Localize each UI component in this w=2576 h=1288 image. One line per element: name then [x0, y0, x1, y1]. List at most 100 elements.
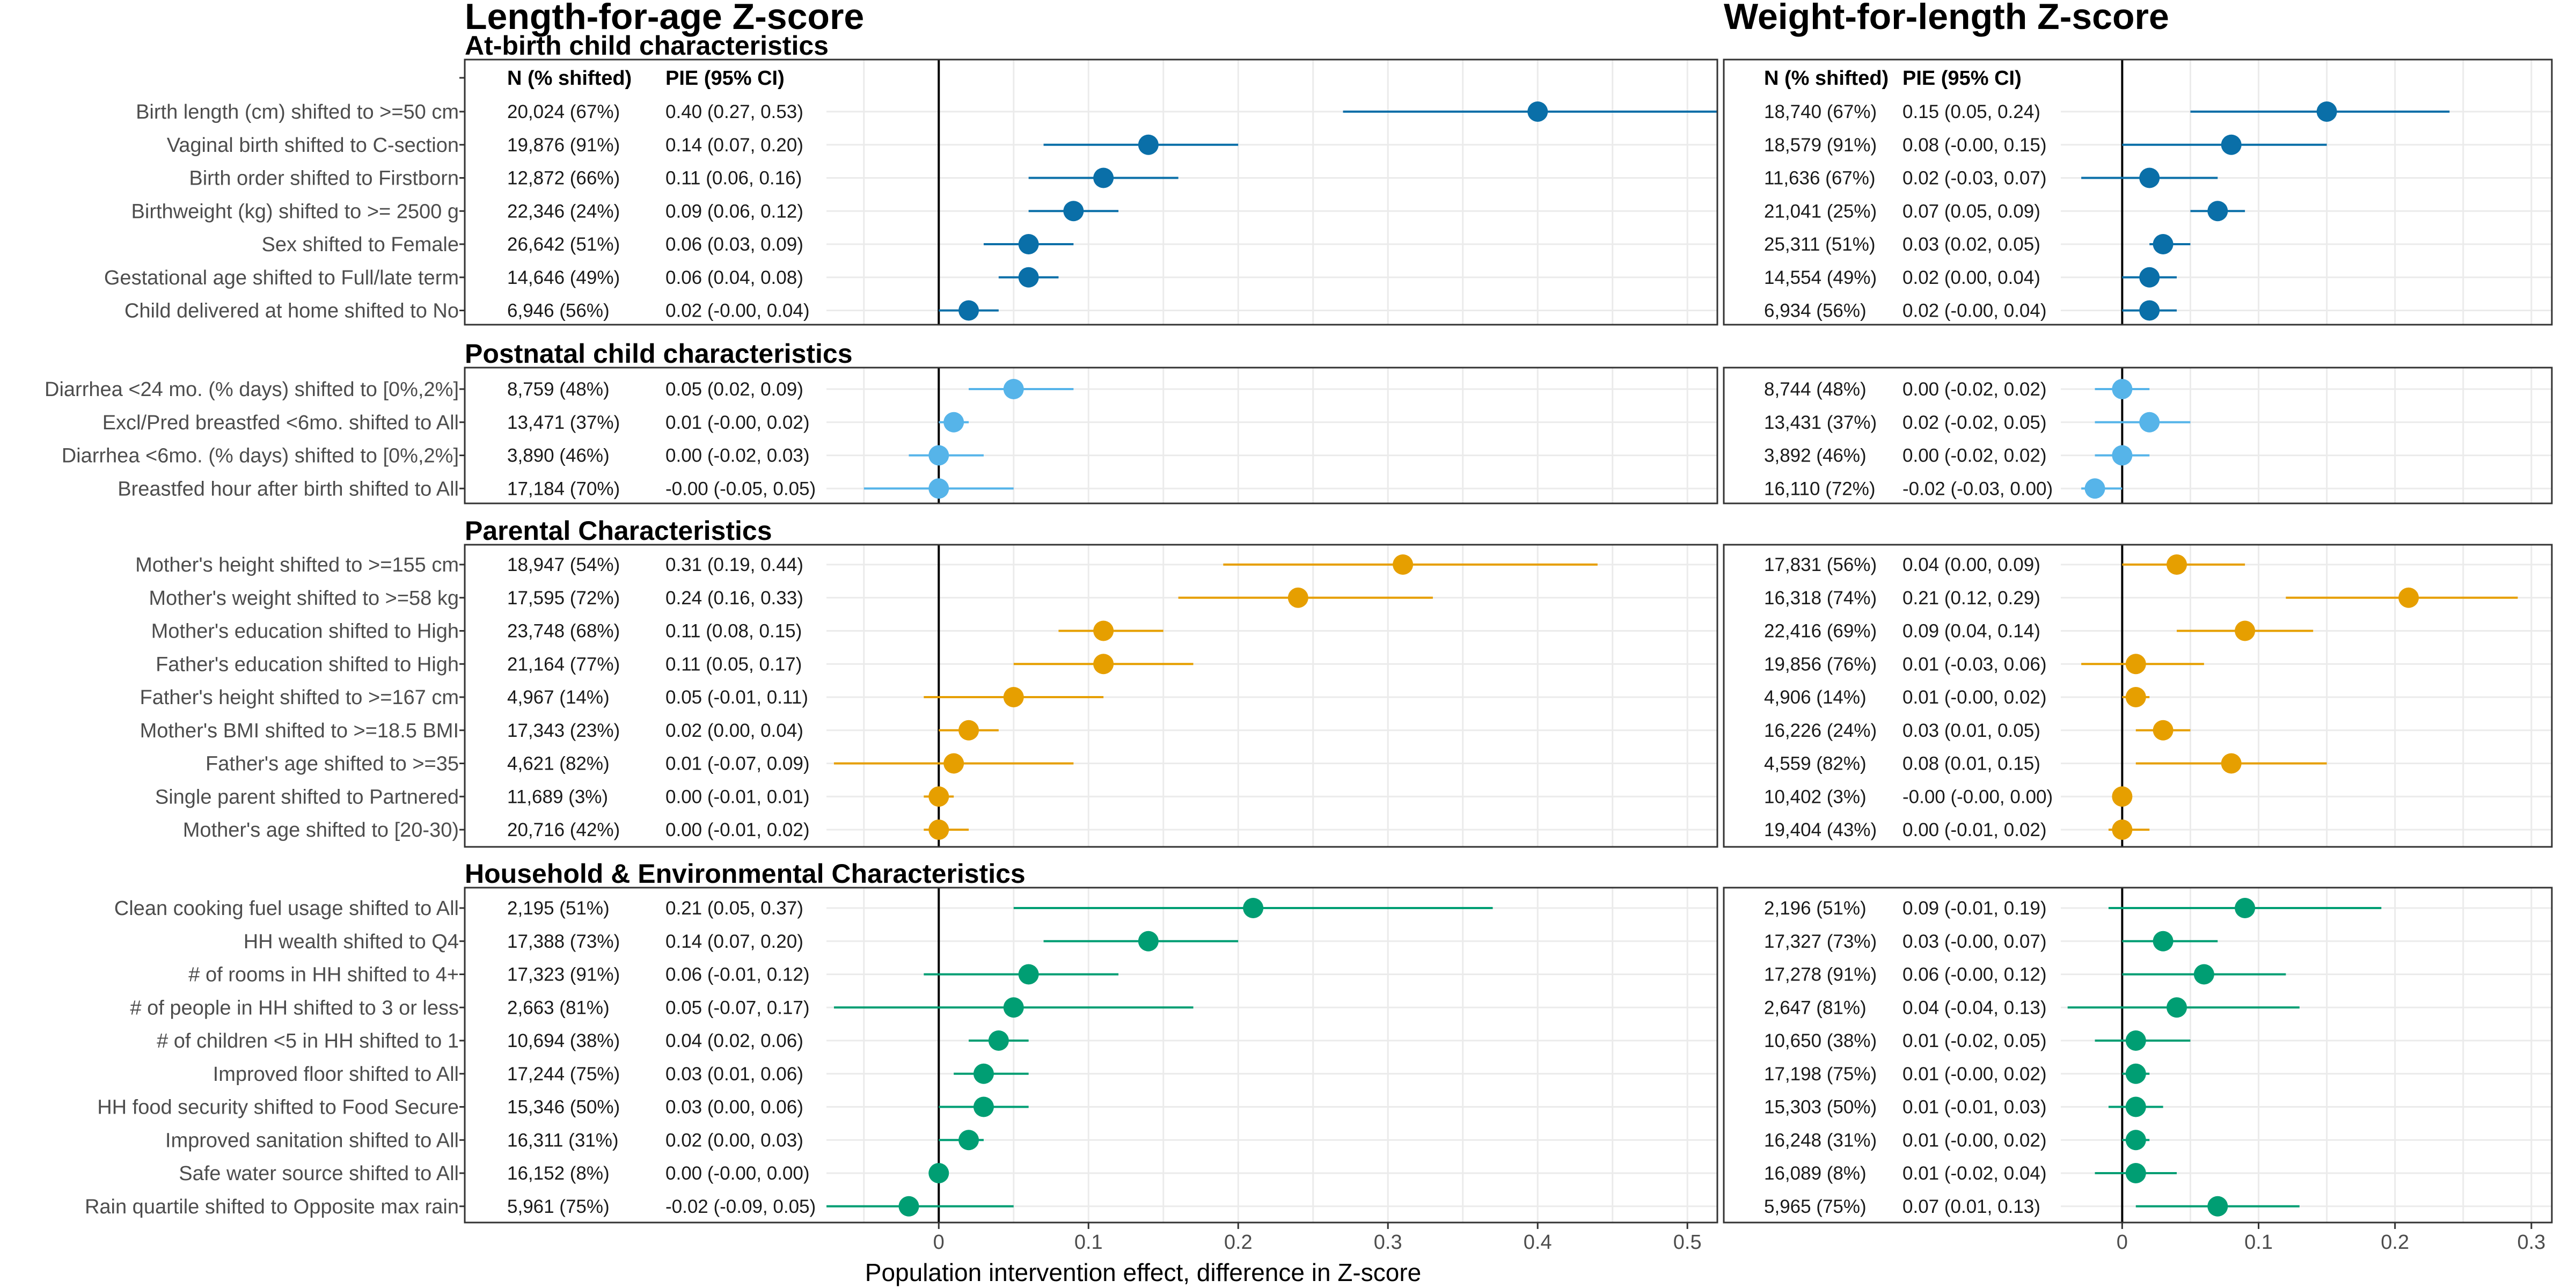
- row-label: Gestational age shifted to Full/late ter…: [104, 267, 459, 289]
- pie-value: 0.21 (0.05, 0.37): [665, 898, 803, 919]
- n-shifted-value: 19,404 (43%): [1764, 819, 1877, 840]
- n-shifted-value: 2,663 (81%): [507, 997, 610, 1018]
- point-estimate: [1018, 964, 1039, 985]
- section-title: Household & Environmental Characteristic…: [465, 859, 1026, 889]
- row-label: Birth length (cm) shifted to >=50 cm: [136, 101, 459, 123]
- panel-border: [1723, 887, 2553, 1224]
- point-estimate: [2125, 1163, 2146, 1183]
- point-estimate: [1093, 167, 1114, 188]
- row-label: Diarrhea <24 mo. (% days) shifted to [0%…: [45, 378, 459, 401]
- n-shifted-value: 22,346 (24%): [507, 201, 620, 222]
- n-shifted-value: 25,311 (51%): [1764, 234, 1876, 255]
- pie-value: 0.09 (0.04, 0.14): [1902, 621, 2040, 642]
- n-shifted-value: 4,621 (82%): [507, 753, 610, 774]
- point-estimate: [2125, 654, 2146, 675]
- row-label: # of children <5 in HH shifted to 1: [157, 1030, 459, 1052]
- n-shifted-value: 20,024 (67%): [507, 101, 620, 122]
- pie-value: 0.08 (0.01, 0.15): [1902, 753, 2040, 774]
- point-estimate: [2167, 554, 2187, 575]
- n-shifted-value: 16,226 (24%): [1764, 720, 1877, 741]
- point-estimate: [928, 1163, 949, 1183]
- panel-background: [1724, 60, 2552, 325]
- section-title: Postnatal child characteristics: [465, 339, 853, 369]
- row-label: Excl/Pred breastfed <6mo. shifted to All: [103, 412, 459, 434]
- n-shifted-value: 10,650 (38%): [1764, 1030, 1877, 1051]
- n-shifted-value: 14,554 (49%): [1764, 267, 1877, 288]
- panel-background: [465, 888, 1717, 1223]
- point-estimate: [2125, 687, 2146, 707]
- pie-value: 0.00 (-0.01, 0.02): [665, 819, 810, 840]
- n-shifted-value: 14,646 (49%): [507, 267, 620, 288]
- n-shifted-value: 5,965 (75%): [1764, 1196, 1867, 1217]
- n-shifted-value: 17,343 (23%): [507, 720, 620, 741]
- x-axis-label: Population intervention effect, differen…: [865, 1258, 1421, 1286]
- n-shifted-value: 16,152 (8%): [507, 1163, 610, 1184]
- panel-border: [464, 58, 1718, 326]
- n-shifted-value: 10,694 (38%): [507, 1030, 620, 1051]
- n-shifted-value: 17,278 (91%): [1764, 964, 1877, 985]
- point-estimate: [2207, 1196, 2228, 1217]
- row-label: Diarrhea <6mo. (% days) shifted to [0%,2…: [62, 445, 459, 467]
- pie-value: 0.07 (0.05, 0.09): [1902, 201, 2040, 222]
- row-label: HH wealth shifted to Q4: [244, 931, 459, 953]
- point-estimate: [1063, 201, 1084, 222]
- panel-border: [464, 544, 1718, 848]
- n-shifted-value: 4,559 (82%): [1764, 753, 1867, 774]
- point-estimate: [928, 786, 949, 807]
- row-label: Father's height shifted to >=167 cm: [140, 686, 459, 709]
- point-estimate: [2153, 931, 2174, 952]
- point-estimate: [2112, 786, 2133, 807]
- point-estimate: [2139, 412, 2160, 433]
- pie-value: 0.00 (-0.02, 0.02): [1902, 445, 2047, 466]
- n-shifted-value: 6,946 (56%): [507, 301, 610, 321]
- panel-background: [465, 545, 1717, 847]
- row-label: Rain quartile shifted to Opposite max ra…: [85, 1196, 459, 1218]
- point-estimate: [1393, 554, 1414, 575]
- n-shifted-value: 21,164 (77%): [507, 654, 620, 675]
- pie-value: 0.11 (0.05, 0.17): [665, 654, 802, 675]
- panel-border: [1723, 58, 2553, 326]
- point-estimate: [2139, 267, 2160, 288]
- point-estimate: [973, 1096, 994, 1117]
- x-tick-label: 0.1: [2244, 1231, 2273, 1254]
- n-shifted-value: 18,740 (67%): [1764, 101, 1877, 122]
- n-shifted-value: 17,831 (56%): [1764, 554, 1877, 575]
- panel-background: [465, 60, 1717, 325]
- pie-value: 0.08 (-0.00, 0.15): [1902, 135, 2047, 156]
- x-tick-label: 0.1: [1074, 1231, 1103, 1254]
- pie-value: 0.04 (0.02, 0.06): [665, 1030, 803, 1051]
- n-shifted-value: 18,579 (91%): [1764, 135, 1877, 156]
- n-shifted-value: 13,431 (37%): [1764, 412, 1877, 433]
- point-estimate: [1243, 898, 1264, 918]
- point-estimate: [1018, 267, 1039, 288]
- n-shifted-value: 20,716 (42%): [507, 819, 620, 840]
- point-estimate: [1003, 997, 1024, 1018]
- pie-value: 0.01 (-0.00, 0.02): [1902, 1064, 2047, 1085]
- n-shifted-value: 17,323 (91%): [507, 964, 620, 985]
- pie-value: 0.02 (0.00, 0.04): [1902, 267, 2040, 288]
- x-tick-label: 0.3: [2517, 1231, 2545, 1254]
- n-shifted-value: 3,892 (46%): [1764, 445, 1867, 466]
- pie-value: 0.01 (-0.02, 0.04): [1902, 1163, 2047, 1184]
- n-shifted-value: 26,642 (51%): [507, 234, 620, 255]
- pie-value: 0.01 (-0.00, 0.02): [1902, 1130, 2047, 1151]
- pie-value: 0.03 (0.00, 0.06): [665, 1097, 803, 1118]
- point-estimate: [1287, 587, 1308, 608]
- pie-value: 0.02 (-0.03, 0.07): [1902, 168, 2047, 189]
- plot-layer: At-birth child characteristics N (% shift…: [45, 31, 2553, 1254]
- point-estimate: [958, 720, 979, 741]
- row-label: Father's education shifted to High: [156, 653, 459, 676]
- point-estimate: [2125, 1096, 2146, 1117]
- n-shifted-value: 19,856 (76%): [1764, 654, 1877, 675]
- point-estimate: [1093, 620, 1114, 641]
- pie-value: -0.02 (-0.09, 0.05): [665, 1196, 816, 1217]
- point-estimate: [2112, 445, 2133, 466]
- point-estimate: [1018, 234, 1039, 254]
- pie-value: 0.03 (0.01, 0.06): [665, 1064, 803, 1085]
- panel-border: [1723, 367, 2553, 504]
- pie-value: 0.02 (-0.00, 0.04): [665, 301, 810, 321]
- point-estimate: [958, 300, 979, 321]
- row-label: # of rooms in HH shifted to 4+: [188, 964, 459, 986]
- row-label: Mother's age shifted to [20-30): [183, 819, 459, 841]
- x-tick-label: 0.2: [1224, 1231, 1253, 1254]
